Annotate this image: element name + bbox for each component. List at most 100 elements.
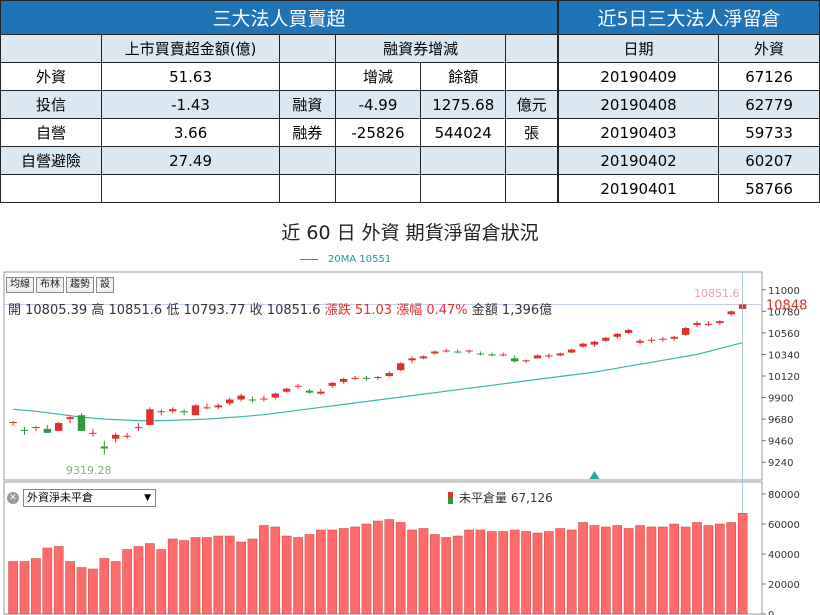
volume-bar xyxy=(658,526,668,615)
volume-bar xyxy=(88,568,98,615)
row-value: 67126 xyxy=(718,62,820,91)
candle xyxy=(305,390,314,393)
table-right-title: 近5日三大法人淨留倉 xyxy=(558,0,820,35)
candle xyxy=(180,411,188,413)
volume-legend: 未平倉量 67,126 xyxy=(448,489,553,506)
volume-bar xyxy=(247,538,258,615)
row-name: 外資 xyxy=(0,62,103,91)
volume-tick-label: 80000 xyxy=(768,490,800,501)
row-name: 投信 xyxy=(0,90,103,119)
price-tick-label: 9460 xyxy=(768,437,793,448)
empty-cell xyxy=(420,174,507,203)
candle xyxy=(431,351,439,354)
row-amount: 51.63 xyxy=(101,62,281,91)
margin-balance: 544024 xyxy=(420,118,507,147)
price-tick-label: 11000 xyxy=(768,286,800,297)
volume-bar xyxy=(236,541,246,615)
ma20-line xyxy=(13,342,743,422)
close-icon[interactable]: ✕ xyxy=(7,492,19,504)
margin-balance xyxy=(420,146,507,175)
candle xyxy=(613,333,621,337)
row-name: 自營避險 xyxy=(0,146,103,175)
row-value: 60207 xyxy=(718,146,820,175)
price-tick-label: 9680 xyxy=(768,415,793,426)
volume-bar xyxy=(167,538,178,615)
volume-tick-label: 20000 xyxy=(768,580,800,591)
marker-triangle xyxy=(589,471,600,479)
volume-bar xyxy=(53,546,64,615)
low-value: 低 10793.77 xyxy=(166,303,246,318)
table-left-title: 三大法人買賣超 xyxy=(0,0,558,35)
net-position-table: 近5日三大法人淨留倉 日期 外資 20190409 67126 20190408 6… xyxy=(557,0,820,203)
candle xyxy=(112,434,120,439)
volume-bar xyxy=(395,522,406,615)
candle xyxy=(55,423,63,431)
row-amount: 27.49 xyxy=(101,146,281,175)
candle xyxy=(157,411,166,413)
last-price-label: 10851.6 xyxy=(694,287,740,300)
candle xyxy=(590,341,599,345)
candle xyxy=(282,388,291,392)
bollinger-button[interactable]: 布林 xyxy=(36,277,64,293)
row-name: 自營 xyxy=(0,118,103,147)
volume-bar xyxy=(509,529,520,615)
candle-legend-icon xyxy=(448,491,453,504)
volume-bar xyxy=(452,535,463,615)
candle xyxy=(248,399,257,401)
volume-bar xyxy=(259,525,269,615)
col-date-header: 日期 xyxy=(557,34,720,63)
empty-cell xyxy=(279,34,336,63)
volume-bar xyxy=(498,531,509,615)
volume-bar xyxy=(623,528,634,615)
row-date: 20190403 xyxy=(557,118,720,147)
indicator-dropdown[interactable]: 外資淨未平倉 ▼ xyxy=(23,489,156,507)
margin-label xyxy=(279,146,336,175)
trend-button[interactable]: 趨勢 xyxy=(66,277,94,293)
candle xyxy=(339,378,348,382)
margin-balance: 1275.68 xyxy=(420,90,507,119)
candle xyxy=(191,405,200,416)
row-value: 59733 xyxy=(718,118,820,147)
candle xyxy=(328,382,336,386)
candle xyxy=(294,385,302,387)
settings-button[interactable]: 設 xyxy=(96,277,114,293)
candle xyxy=(659,338,667,340)
empty-cell xyxy=(505,174,558,203)
price-tick-label: 10340 xyxy=(768,350,800,361)
volume-bar xyxy=(430,534,440,615)
candle xyxy=(602,337,610,341)
col-foreign-header: 外資 xyxy=(718,34,820,63)
candle xyxy=(693,323,701,326)
candlestick-chart: 11000 10780 10560 10340 10120 9900 9680 9460 924… xyxy=(3,271,807,615)
candle xyxy=(727,311,735,315)
candle xyxy=(237,395,245,400)
volume-bar xyxy=(544,531,554,615)
candle xyxy=(636,340,644,343)
ohlc-readout: 開 10805.39 高 10851.6 低 10793.77 收 10851.… xyxy=(8,299,552,318)
price-tick-label: 10560 xyxy=(768,329,800,340)
candle xyxy=(408,358,416,361)
margin-unit: 張 xyxy=(505,118,558,147)
ma-button[interactable]: 均線 xyxy=(6,277,34,293)
margin-unit xyxy=(505,62,558,91)
volume-bar xyxy=(487,531,497,615)
volume-bar xyxy=(281,535,292,615)
candle xyxy=(704,324,713,326)
candle xyxy=(624,329,633,333)
empty-cell xyxy=(334,174,422,203)
volume-bar xyxy=(190,537,201,615)
volume-bar xyxy=(555,528,566,615)
col-margin-header: 融資券增減 xyxy=(334,34,507,63)
col-amount-header: 上市買賣超金額(億) xyxy=(101,34,281,63)
volume-bar xyxy=(373,520,383,615)
margin-unit xyxy=(505,146,558,175)
margin-change xyxy=(334,146,422,175)
volume-bar xyxy=(110,561,121,615)
min-price-label: 9319.28 xyxy=(66,464,112,477)
volume-bar xyxy=(464,529,474,615)
volume-bar xyxy=(76,567,87,615)
volume-panel-frame xyxy=(3,481,763,615)
volume-bar xyxy=(601,526,611,615)
candle xyxy=(351,377,359,379)
volume-bar xyxy=(578,522,588,615)
